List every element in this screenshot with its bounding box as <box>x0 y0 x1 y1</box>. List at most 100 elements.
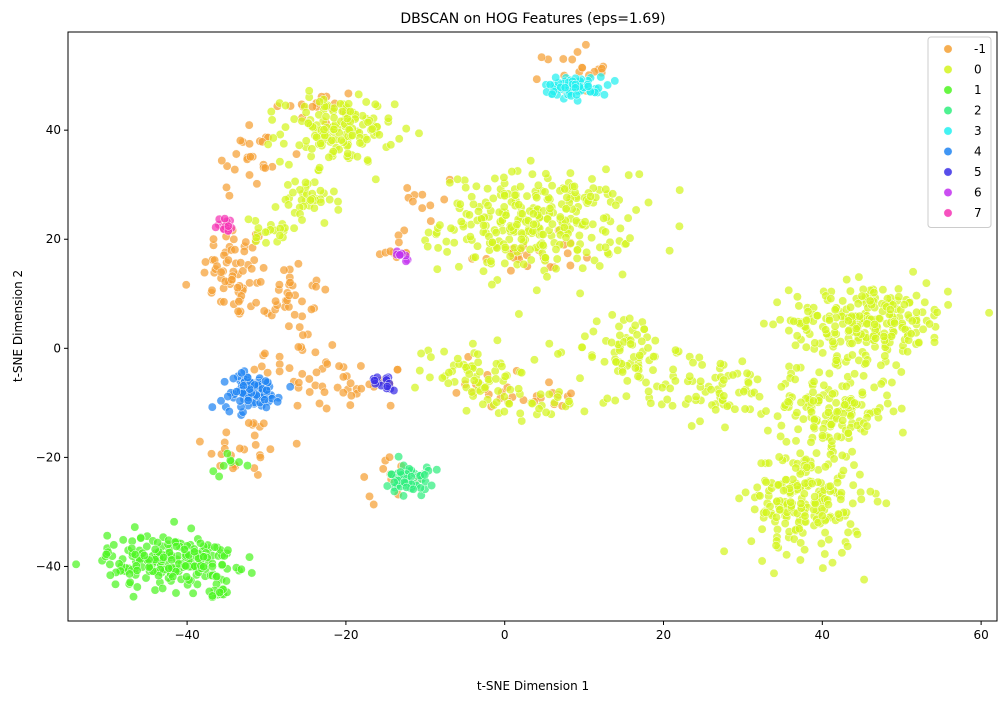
data-point <box>610 396 620 405</box>
data-point <box>840 400 850 410</box>
data-point <box>390 99 400 109</box>
data-point <box>455 199 465 209</box>
data-point <box>111 579 120 589</box>
data-point <box>696 376 706 386</box>
data-point <box>573 47 582 57</box>
data-point <box>188 588 198 598</box>
data-point <box>301 107 311 117</box>
data-point <box>789 316 799 326</box>
data-point <box>943 287 953 297</box>
data-point <box>289 114 299 124</box>
data-point <box>285 278 295 287</box>
legend-marker <box>943 106 953 115</box>
data-point <box>633 371 643 381</box>
data-point <box>268 133 278 143</box>
data-point <box>843 541 853 551</box>
data-point <box>848 480 858 490</box>
data-point <box>200 268 209 278</box>
data-point <box>491 374 501 384</box>
legend-label: 2 <box>974 104 982 118</box>
data-point <box>907 316 917 326</box>
data-point <box>753 374 762 384</box>
data-point <box>315 163 325 173</box>
data-point <box>821 325 831 335</box>
data-point <box>849 398 859 408</box>
data-point <box>243 461 252 471</box>
data-point <box>683 394 693 404</box>
data-point <box>846 519 855 529</box>
data-point <box>914 338 924 348</box>
data-point <box>912 291 921 301</box>
data-point <box>471 181 481 191</box>
data-point <box>540 187 550 197</box>
data-point <box>293 259 303 269</box>
data-point <box>359 472 369 482</box>
legend-label: 1 <box>974 83 982 97</box>
data-point <box>423 242 433 252</box>
data-point <box>245 139 254 149</box>
data-point <box>453 174 463 184</box>
data-point <box>894 284 903 294</box>
data-point <box>274 280 284 290</box>
data-point <box>553 392 563 402</box>
data-point <box>880 351 890 361</box>
data-point <box>784 285 794 295</box>
data-point <box>118 535 128 545</box>
data-point <box>142 542 152 551</box>
data-point <box>842 275 852 285</box>
data-point <box>847 350 857 360</box>
data-point <box>903 347 912 357</box>
data-point <box>855 311 864 321</box>
data-point <box>259 263 269 273</box>
data-point <box>532 74 542 84</box>
data-point <box>586 191 596 201</box>
data-point <box>776 382 786 392</box>
legend-marker <box>943 65 953 74</box>
data-point <box>501 210 511 220</box>
data-point <box>517 234 526 244</box>
data-point <box>223 221 233 231</box>
data-point <box>297 296 307 306</box>
data-point <box>363 117 373 127</box>
data-point <box>451 388 461 398</box>
data-point <box>223 392 233 401</box>
data-point <box>634 169 644 179</box>
data-point <box>771 541 781 550</box>
data-point <box>881 498 891 508</box>
data-point <box>932 307 942 317</box>
data-point <box>497 361 507 371</box>
data-point <box>259 418 269 428</box>
data-point <box>897 404 907 414</box>
data-point <box>790 374 800 384</box>
data-point <box>614 322 624 331</box>
data-point <box>773 411 783 421</box>
data-point <box>500 191 510 200</box>
data-point <box>551 73 561 82</box>
y-tick-label: 20 <box>46 232 61 246</box>
data-point <box>639 324 649 334</box>
data-point <box>315 399 324 408</box>
data-point <box>581 40 591 50</box>
data-point <box>487 237 497 247</box>
data-point <box>781 437 791 447</box>
data-point <box>230 165 240 175</box>
data-point <box>343 89 353 98</box>
data-point <box>208 466 218 476</box>
data-point <box>346 391 356 401</box>
data-point <box>245 170 254 180</box>
data-point <box>505 251 515 261</box>
data-point <box>306 151 316 161</box>
data-point <box>820 462 830 472</box>
data-point <box>816 539 826 548</box>
data-point <box>461 183 471 193</box>
data-point <box>267 115 277 125</box>
data-point <box>618 367 628 377</box>
data-point <box>345 400 355 410</box>
data-point <box>792 331 802 341</box>
data-point <box>129 592 138 602</box>
data-point <box>878 285 888 295</box>
data-point <box>236 564 246 574</box>
data-point <box>565 168 575 178</box>
data-point <box>763 426 773 436</box>
data-point <box>812 311 822 321</box>
